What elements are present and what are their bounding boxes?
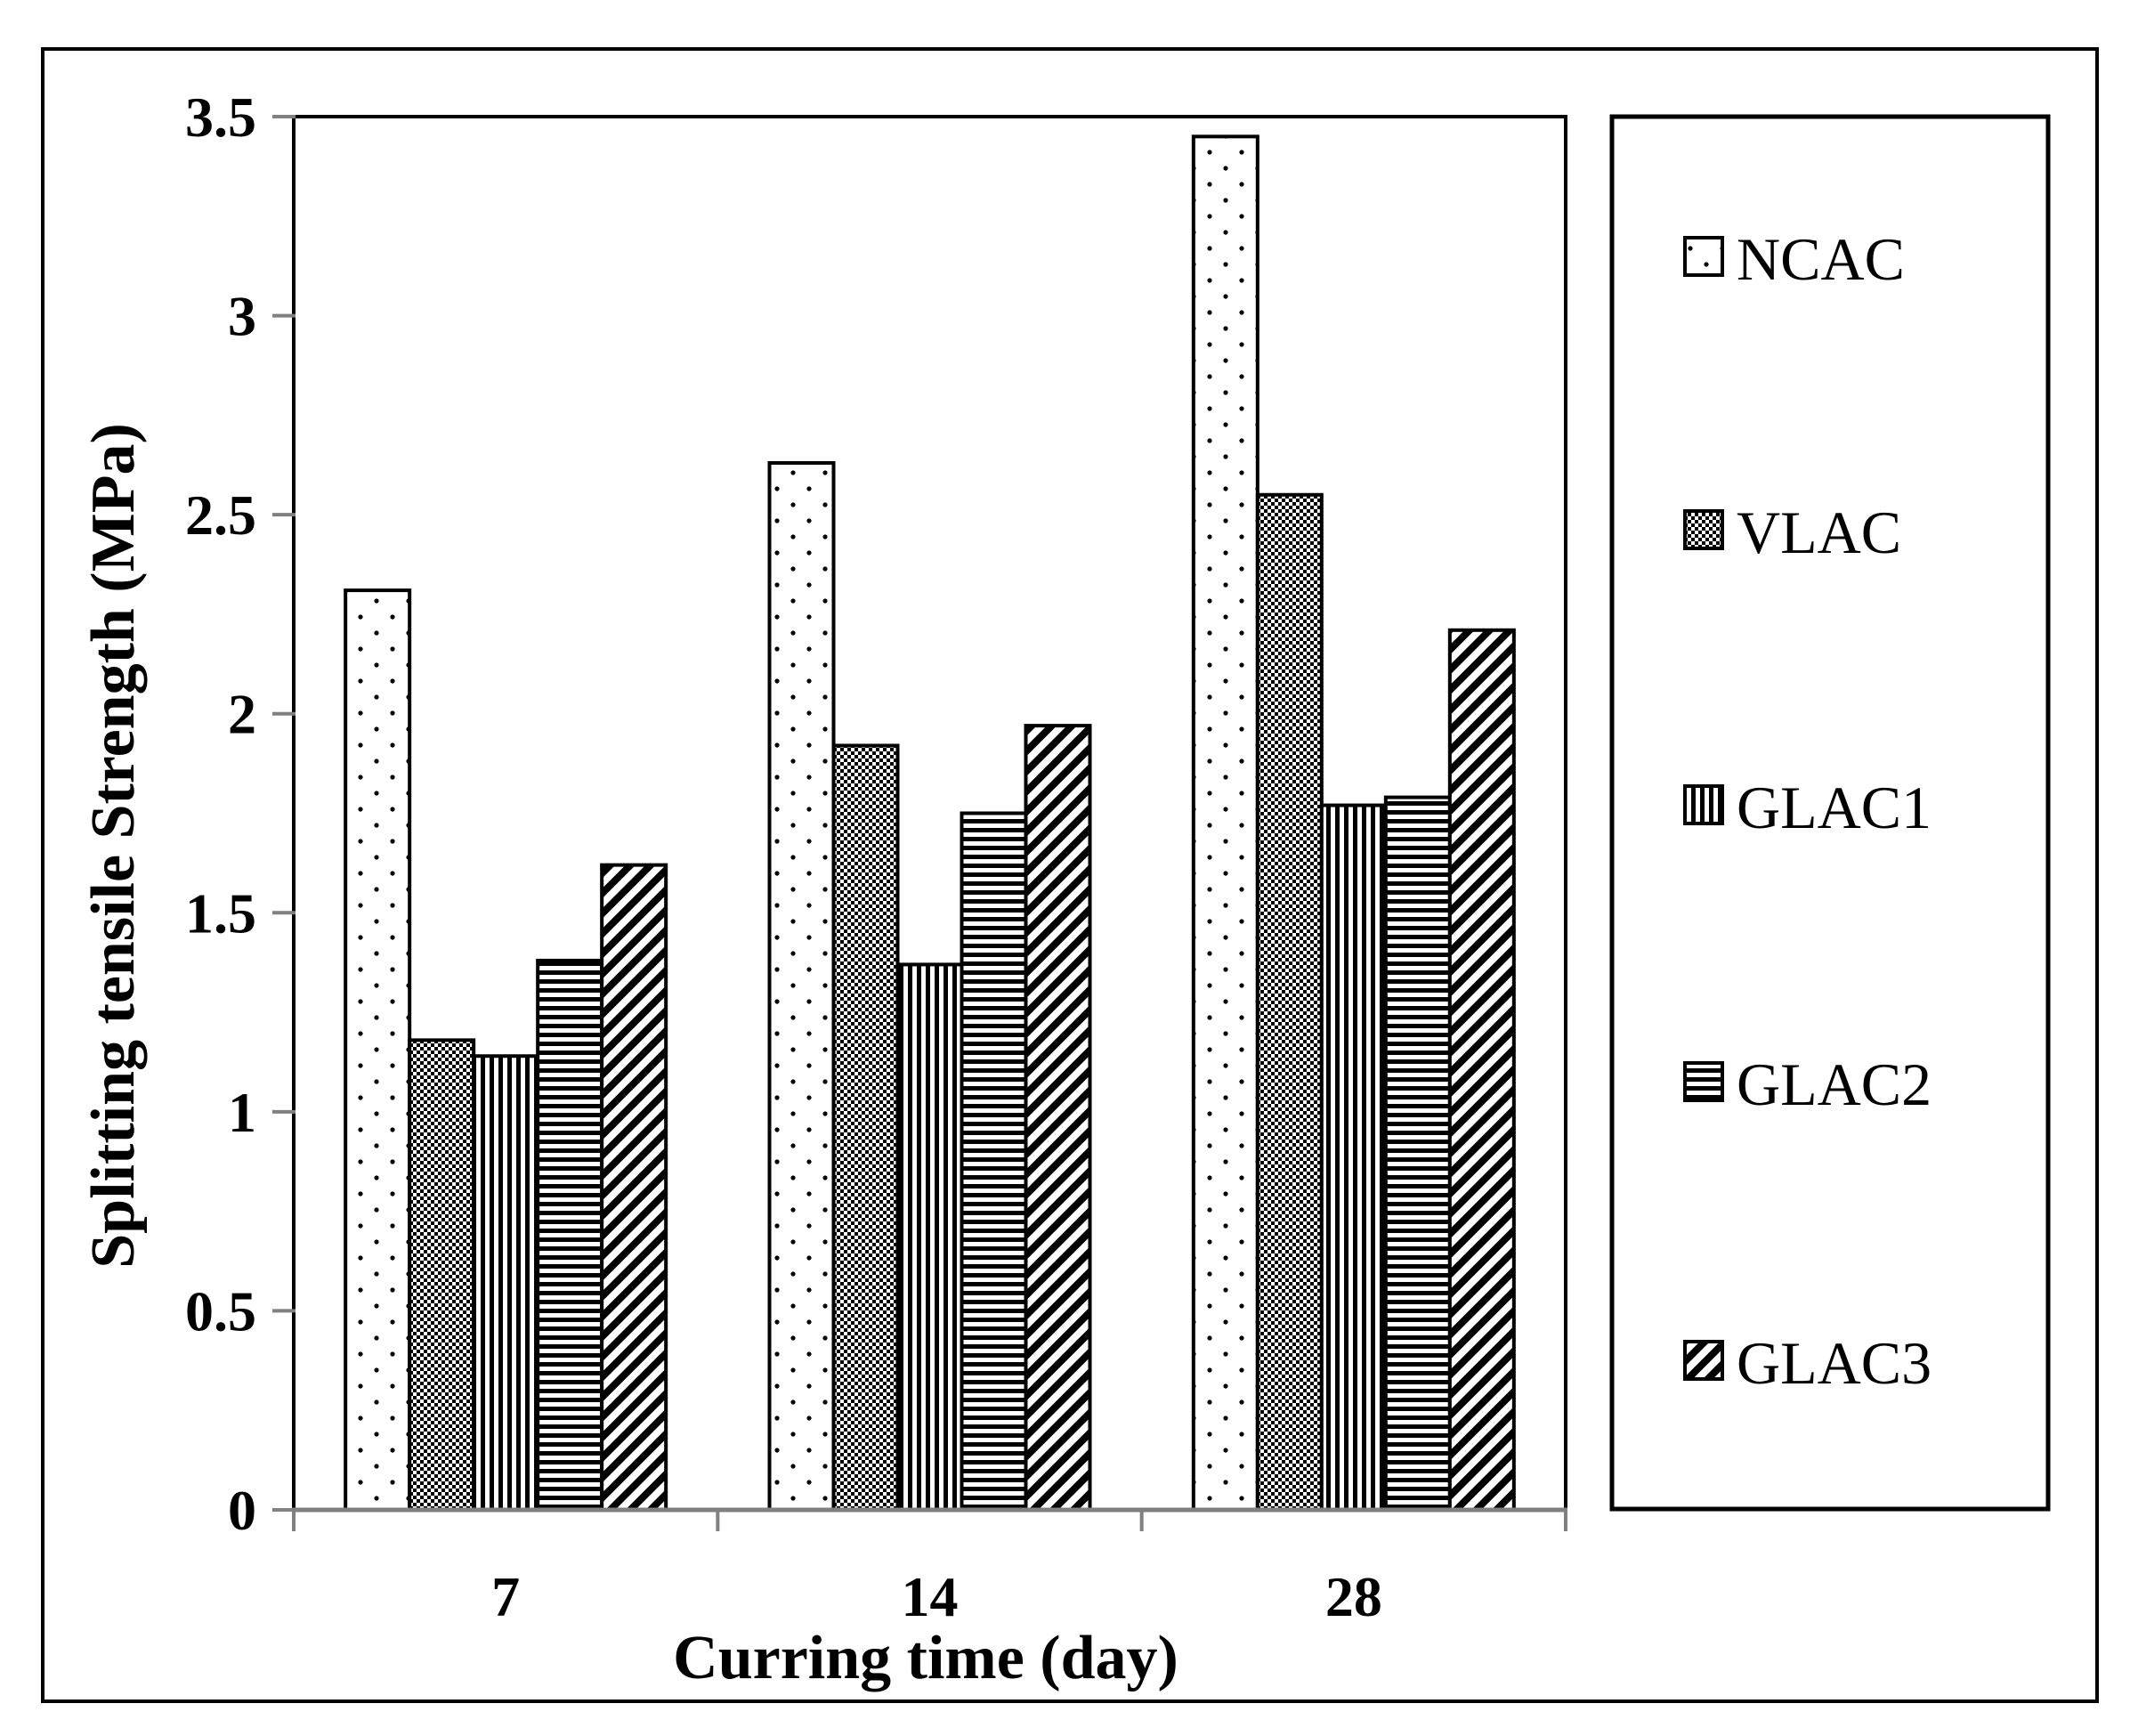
y-tick-label: 0	[228, 1479, 256, 1542]
bars-group	[344, 134, 1516, 1513]
bar-glac2-day-14	[960, 811, 1028, 1512]
bar-vlac-day-28	[1255, 492, 1324, 1512]
y-tick-label: 2	[228, 683, 256, 746]
y-tick-label: 1.5	[185, 881, 256, 945]
legend-label-glac3: GLAC3	[1737, 1329, 1932, 1397]
x-tick-label: 28	[1325, 1565, 1382, 1628]
bar-glac2-day-7	[536, 958, 604, 1512]
legend-label-glac2: GLAC2	[1737, 1051, 1932, 1118]
x-axis-ticks	[292, 1510, 1567, 1531]
x-tick-labels: 7 14 28	[491, 1565, 1382, 1628]
bar-glac1-day-7	[472, 1054, 540, 1513]
y-tick-labels: 0 0.5 1 1.5 2 2.5 3 3.5	[185, 85, 256, 1542]
bar-glac3-day-28	[1447, 628, 1516, 1512]
legend-swatch-ncac	[1683, 236, 1724, 277]
bar-vlac-day-7	[408, 1038, 476, 1513]
bar-ncac-day-28	[1191, 134, 1259, 1512]
y-axis-title: Splitting tensile Strength (MPa)	[79, 423, 148, 1269]
bar-ncac-day-7	[344, 588, 412, 1512]
bar-vlac-day-14	[831, 743, 900, 1512]
y-tick-label: 3.5	[185, 85, 256, 149]
bar-glac1-day-14	[895, 962, 964, 1512]
legend-swatch-glac1	[1683, 784, 1724, 825]
legend-label-glac1: GLAC1	[1737, 774, 1932, 841]
bar-glac3-day-7	[600, 863, 668, 1512]
y-tick-label: 3	[228, 285, 256, 348]
y-axis-ticks	[272, 115, 296, 1512]
legend-label-ncac: NCAC	[1737, 225, 1905, 293]
y-tick-label: 1	[228, 1081, 256, 1144]
legend-label-vlac: VLAC	[1737, 499, 1901, 566]
bar-glac1-day-28	[1319, 803, 1388, 1512]
x-axis-title: Curring time (day)	[673, 1624, 1178, 1692]
legend-swatch-glac2	[1683, 1061, 1724, 1102]
y-tick-label: 0.5	[185, 1279, 256, 1343]
legend-swatch-vlac	[1683, 509, 1724, 550]
bar-glac3-day-14	[1024, 724, 1092, 1512]
legend: NCAC VLAC GLAC1 GLAC2 GLAC3	[1683, 225, 1932, 1397]
bar-ncac-day-14	[767, 461, 836, 1512]
x-tick-label: 7	[491, 1565, 520, 1628]
y-tick-label: 2.5	[185, 483, 256, 547]
bar-glac2-day-28	[1383, 795, 1452, 1512]
legend-swatch-glac3	[1683, 1340, 1724, 1381]
x-tick-label: 14	[902, 1565, 959, 1628]
